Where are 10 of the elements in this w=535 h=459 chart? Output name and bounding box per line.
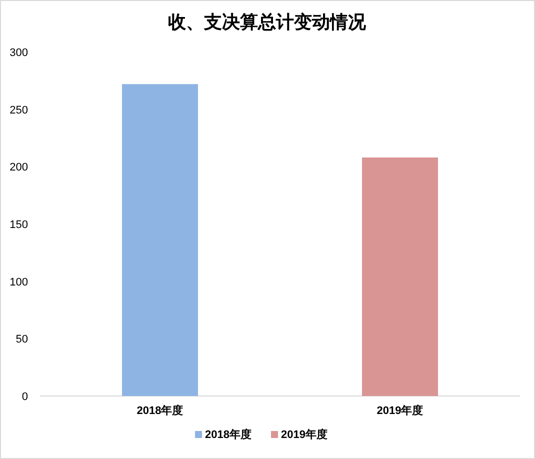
y-tick-label: 50: [16, 334, 28, 346]
y-tick-label: 150: [10, 219, 28, 231]
chart-title: 收、支决算总计变动情况: [168, 12, 367, 32]
legend-label: 2019年度: [281, 428, 328, 441]
y-tick-label: 200: [10, 162, 28, 174]
y-tick-label: 250: [10, 104, 28, 116]
y-tick-label: 0: [22, 391, 28, 403]
y-tick-label: 100: [10, 276, 28, 288]
legend-label: 2018年度: [205, 428, 252, 441]
y-tick-label: 300: [10, 47, 28, 59]
